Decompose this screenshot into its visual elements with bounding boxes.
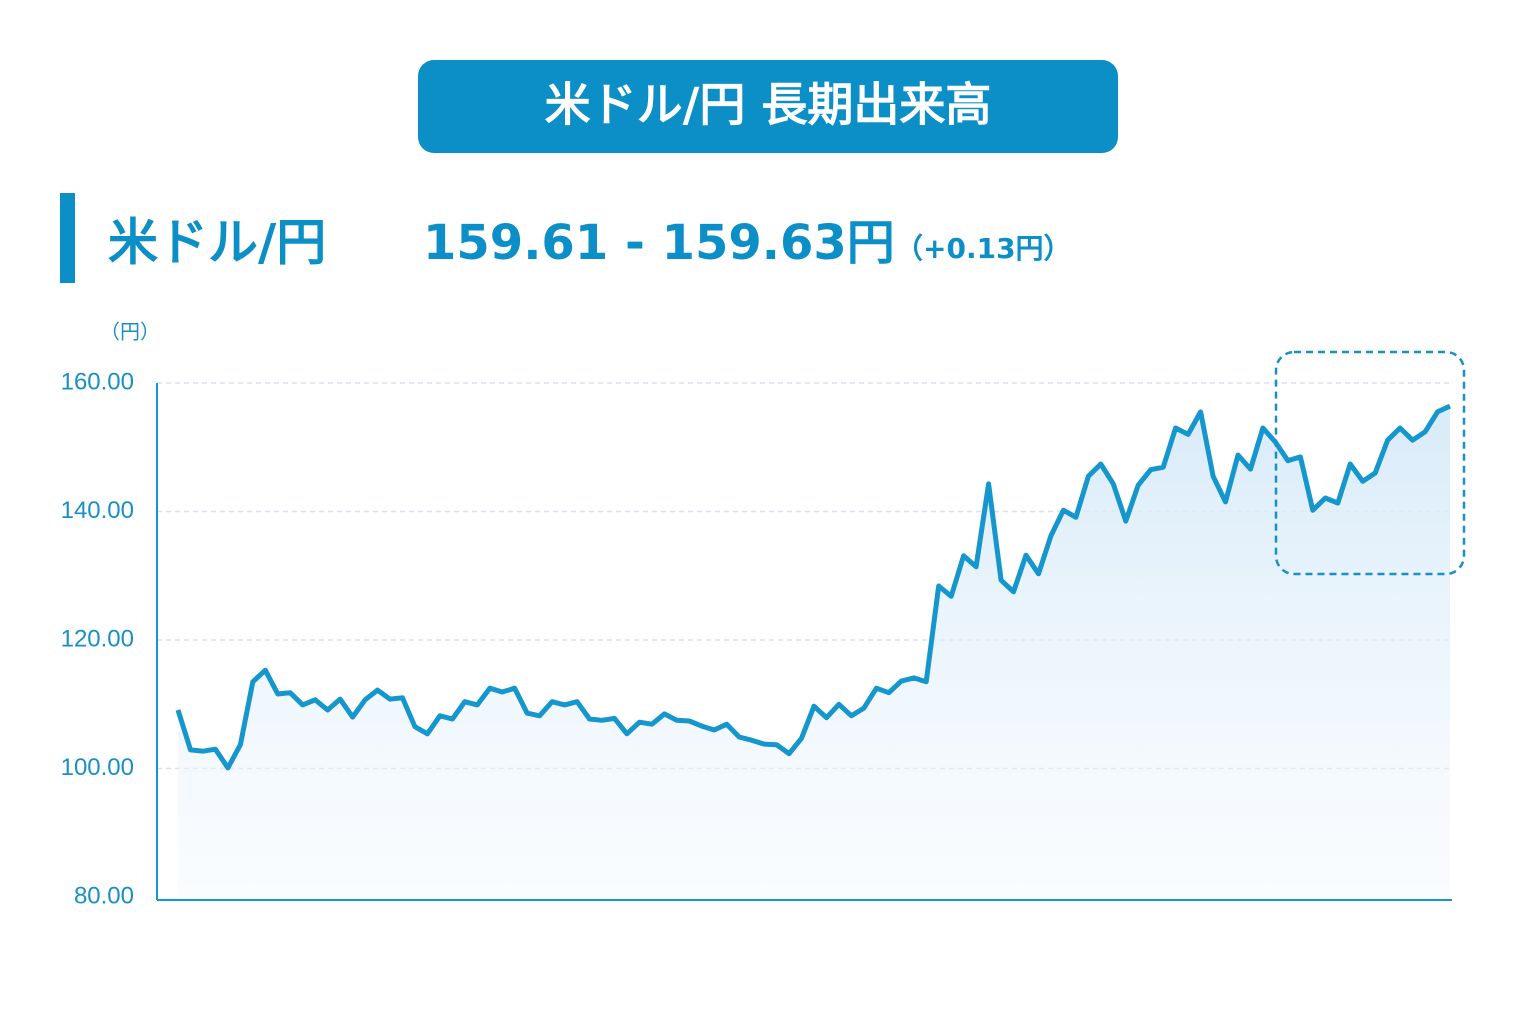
plot: 80.00 100.00 120.00 140.00 160.00	[61, 368, 1452, 909]
quote: 159.61 - 159.63円	[423, 215, 895, 271]
highlight-box	[1274, 350, 1466, 576]
title-banner	[418, 60, 1118, 153]
y-tick-label: 100.00	[61, 754, 134, 781]
accent-bar	[60, 193, 75, 283]
y-tick-label: 120.00	[61, 625, 134, 652]
change: （+0.13円）	[895, 232, 1072, 265]
price-line	[175, 403, 1452, 771]
y-unit: （円）	[100, 320, 160, 344]
area	[178, 406, 1450, 900]
y-tick-label: 140.00	[61, 497, 134, 524]
y-tick-label: 80.00	[74, 882, 134, 909]
chart-title: 米ドル/円 長期出来高	[545, 78, 992, 132]
y-tick-label: 160.00	[61, 368, 134, 395]
pair-label: 米ドル/円	[108, 214, 326, 272]
